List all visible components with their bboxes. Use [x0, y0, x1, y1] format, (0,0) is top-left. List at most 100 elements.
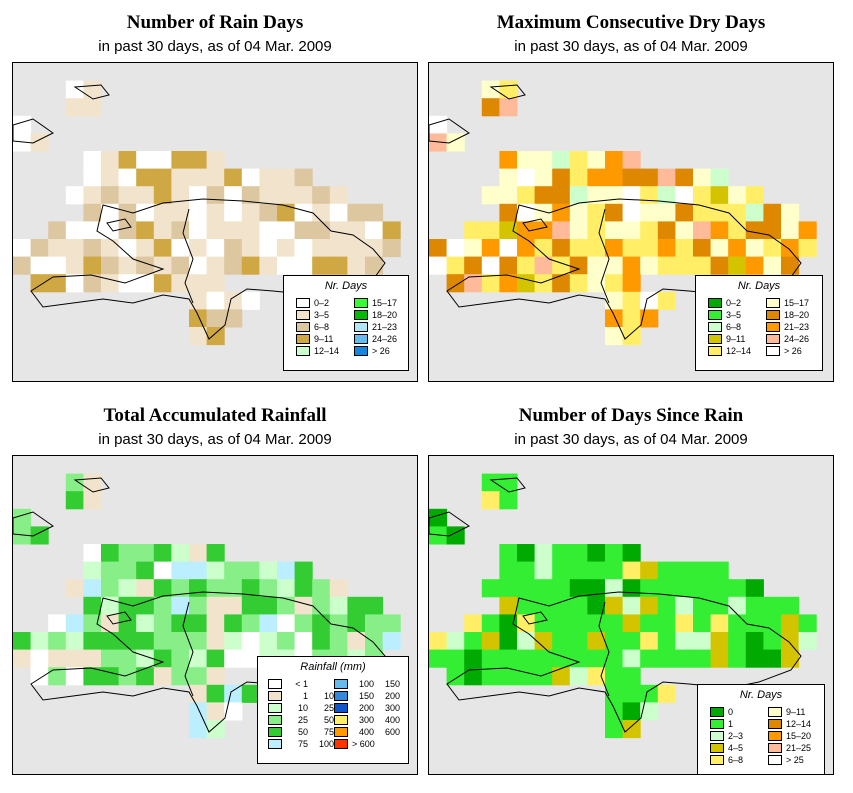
grid-cell: [118, 186, 137, 205]
grid-cell: [499, 473, 518, 492]
grid-cell: [640, 309, 659, 328]
grid-cell: [189, 596, 208, 615]
grid-cell: [622, 667, 641, 686]
grid-cell: [481, 239, 500, 258]
panel-subtitle: in past 30 days, as of 04 Mar. 2009: [98, 38, 332, 55]
grid-cell: [136, 274, 155, 293]
grid-cell: [347, 203, 366, 222]
grid-cell: [429, 526, 448, 545]
grid-cell: [640, 702, 659, 721]
grid-cell: [118, 151, 137, 170]
island-outline: [429, 84, 548, 232]
grid-cell: [224, 256, 243, 275]
grid-cell: [189, 203, 208, 222]
legend-label: 18–20: [784, 310, 810, 320]
grid-cell: [481, 186, 500, 205]
grid-cell: [587, 186, 606, 205]
grid-cell: [517, 239, 536, 258]
grid-cell: [763, 649, 782, 668]
legend: Nr. Days 0–2 3–5 6–8 9–11 12–14 15–17 18–20 21–…: [695, 275, 823, 371]
grid-cell: [83, 203, 102, 222]
grid-cell: [605, 544, 624, 563]
grid-cell: [781, 203, 800, 222]
grid-cell: [13, 115, 32, 134]
legend-swatch: [268, 739, 282, 749]
grid-cell: [259, 561, 278, 580]
grid-cell: [153, 632, 172, 651]
legend-item: > 26: [354, 346, 390, 357]
grid-cell: [241, 203, 260, 222]
grid-cell: [481, 473, 500, 492]
legend-item: 9–11: [708, 334, 745, 345]
grid-cell: [189, 186, 208, 205]
grid-cell: [189, 168, 208, 187]
grid-cell: [429, 239, 448, 258]
grid-cell: [294, 614, 313, 633]
grid-cell: [83, 239, 102, 258]
grid-cell: [622, 649, 641, 668]
grid-cell: [640, 291, 659, 310]
grid-cell: [13, 526, 32, 545]
grid-cell: [499, 561, 518, 580]
legend-swatch: [334, 703, 348, 713]
legend-item: 21–23: [766, 322, 809, 333]
panel-subtitle: in past 30 days, as of 04 Mar. 2009: [98, 431, 332, 448]
legend-swatch: [334, 691, 348, 701]
legend-swatch: [766, 346, 780, 356]
grid-cell: [552, 168, 571, 187]
map-frame: Nr. Days 0 1 2–3 4–5 6–8 9–11 12–14 15–20 21–25 >…: [428, 455, 834, 775]
grid-cell: [675, 221, 694, 240]
grid-cell: [605, 596, 624, 615]
grid-cell: [294, 168, 313, 187]
grid-cell: [657, 561, 676, 580]
grid-cell: [224, 632, 243, 651]
grid-cell: [763, 614, 782, 633]
grid-cell: [587, 544, 606, 563]
grid-cell: [382, 614, 401, 633]
legend-item: 6–8: [710, 755, 743, 766]
grid-cell: [622, 596, 641, 615]
grid-cell: [781, 256, 800, 275]
legend-swatch: [708, 322, 722, 332]
grid-cell: [277, 186, 296, 205]
legend-item: 15–17: [354, 298, 397, 309]
grid-cell: [693, 256, 712, 275]
legend-swatch: [296, 334, 310, 344]
legend-item: 12–14: [296, 346, 339, 357]
grid-cell: [101, 561, 120, 580]
legend-swatch: [334, 739, 348, 749]
grid-cell: [481, 80, 500, 99]
legend-item: 24–26: [766, 334, 809, 345]
grid-cell: [101, 579, 120, 598]
grid-cell: [657, 291, 676, 310]
grid-cell: [481, 667, 500, 686]
grid-cell: [206, 561, 225, 580]
grid-cell: [241, 596, 260, 615]
grid-cell: [640, 256, 659, 275]
grid-cell: [277, 168, 296, 187]
grid-cell: [640, 596, 659, 615]
grid-cell: [171, 561, 190, 580]
grid-cell: [312, 239, 331, 258]
grid-cell: [429, 115, 448, 134]
grid-cell: [534, 168, 553, 187]
grid-cell: [464, 239, 483, 258]
grid-cell: [675, 614, 694, 633]
grid-cell: [569, 221, 588, 240]
grid-cell: [312, 256, 331, 275]
grid-cell: [693, 579, 712, 598]
grid-cell: [640, 239, 659, 258]
grid-cell: [83, 579, 102, 598]
grid-cell: [657, 168, 676, 187]
grid-cell: [569, 151, 588, 170]
grid-cell: [83, 632, 102, 651]
grid-cell: [517, 168, 536, 187]
grid-cell: [83, 151, 102, 170]
grid-cell: [189, 667, 208, 686]
grid-cell: [587, 151, 606, 170]
coastline: [446, 198, 802, 340]
grid-cell: [83, 473, 102, 492]
grid-cell: [83, 667, 102, 686]
country-border: [598, 208, 610, 304]
legend-swatch: [296, 298, 310, 308]
